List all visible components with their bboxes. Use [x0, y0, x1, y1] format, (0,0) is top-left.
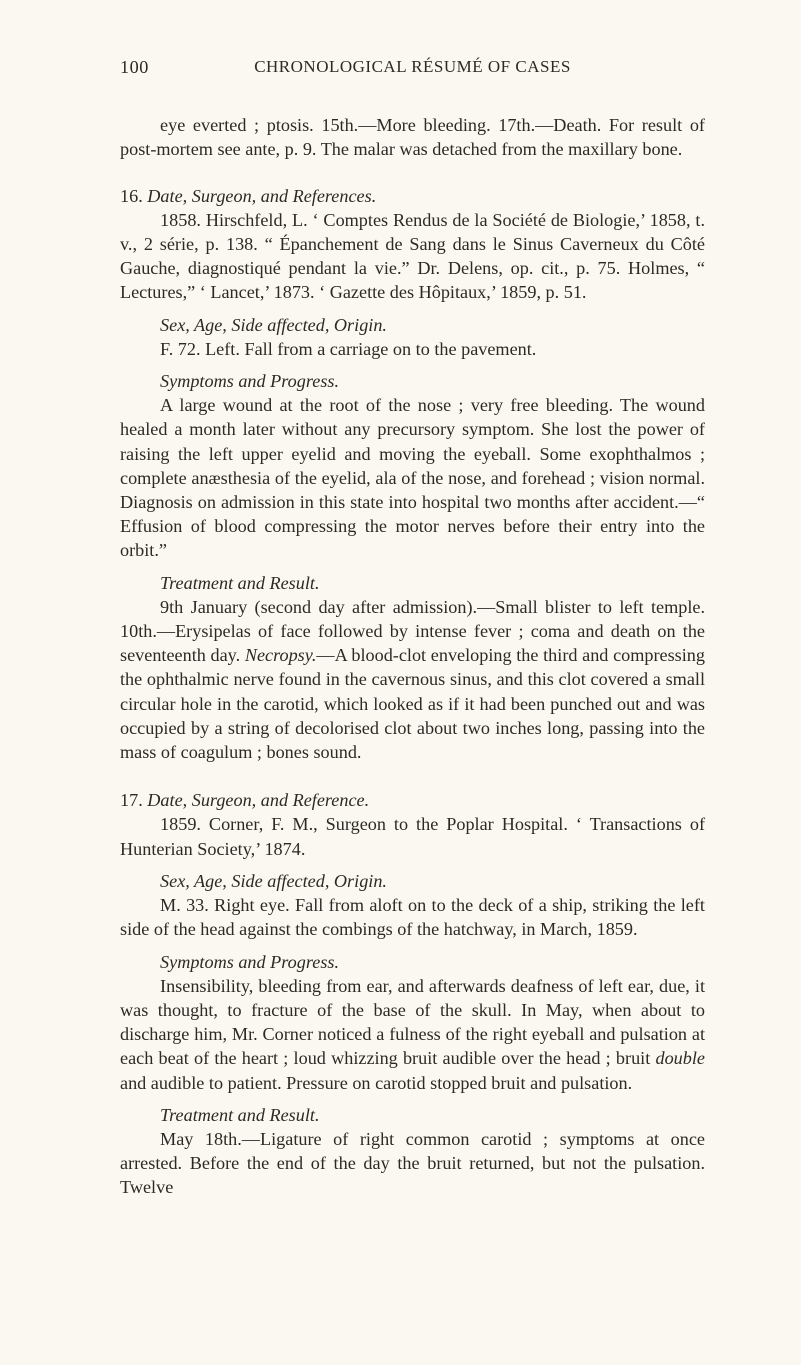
page-content: eye everted ; ptosis. 15th.—More bleedin…	[120, 113, 705, 1199]
case-17-symptoms-heading: Symptoms and Progress.	[120, 950, 705, 974]
running-title: CHRONOLOGICAL RÉSUMÉ OF CASES	[254, 57, 571, 76]
intro-paragraph: eye everted ; ptosis. 15th.—More bleedin…	[120, 113, 705, 161]
case-17-heading: 17. Date, Surgeon, and Reference.	[120, 788, 705, 812]
page-header: 100 CHRONOLOGICAL RÉSUMÉ OF CASES	[120, 55, 705, 79]
case-17-p4: May 18th.—Ligature of right common carot…	[120, 1127, 705, 1200]
case-16-p3: A large wound at the root of the nose ; …	[120, 393, 705, 562]
case-16-p1: 1858. Hirschfeld, L. ‘ Comptes Rendus de…	[120, 208, 705, 305]
subheading-date: Date, Surgeon, and Reference.	[147, 790, 369, 810]
case-17-p2: M. 33. Right eye. Fall from aloft on to …	[120, 893, 705, 941]
case-16-sex-heading: Sex, Age, Side affected, Origin.	[120, 313, 705, 337]
case-16-p4: 9th January (second day after admission)…	[120, 595, 705, 764]
case-17-sex-heading: Sex, Age, Side affected, Origin.	[120, 869, 705, 893]
case-17-p3: Insensibility, bleeding from ear, and af…	[120, 974, 705, 1095]
page-number: 100	[120, 55, 149, 79]
case-16-treatment-heading: Treatment and Result.	[120, 571, 705, 595]
case-16-heading: 16. Date, Surgeon, and References.	[120, 184, 705, 208]
case-16-symptoms-heading: Symptoms and Progress.	[120, 369, 705, 393]
case-17-treatment-heading: Treatment and Result.	[120, 1103, 705, 1127]
case-16-p2: F. 72. Left. Fall from a carriage on to …	[120, 337, 705, 361]
case-number: 17.	[120, 790, 143, 810]
case-number: 16.	[120, 186, 143, 206]
subheading-date: Date, Surgeon, and References.	[147, 186, 376, 206]
case-17-p1: 1859. Corner, F. M., Surgeon to the Popl…	[120, 812, 705, 860]
